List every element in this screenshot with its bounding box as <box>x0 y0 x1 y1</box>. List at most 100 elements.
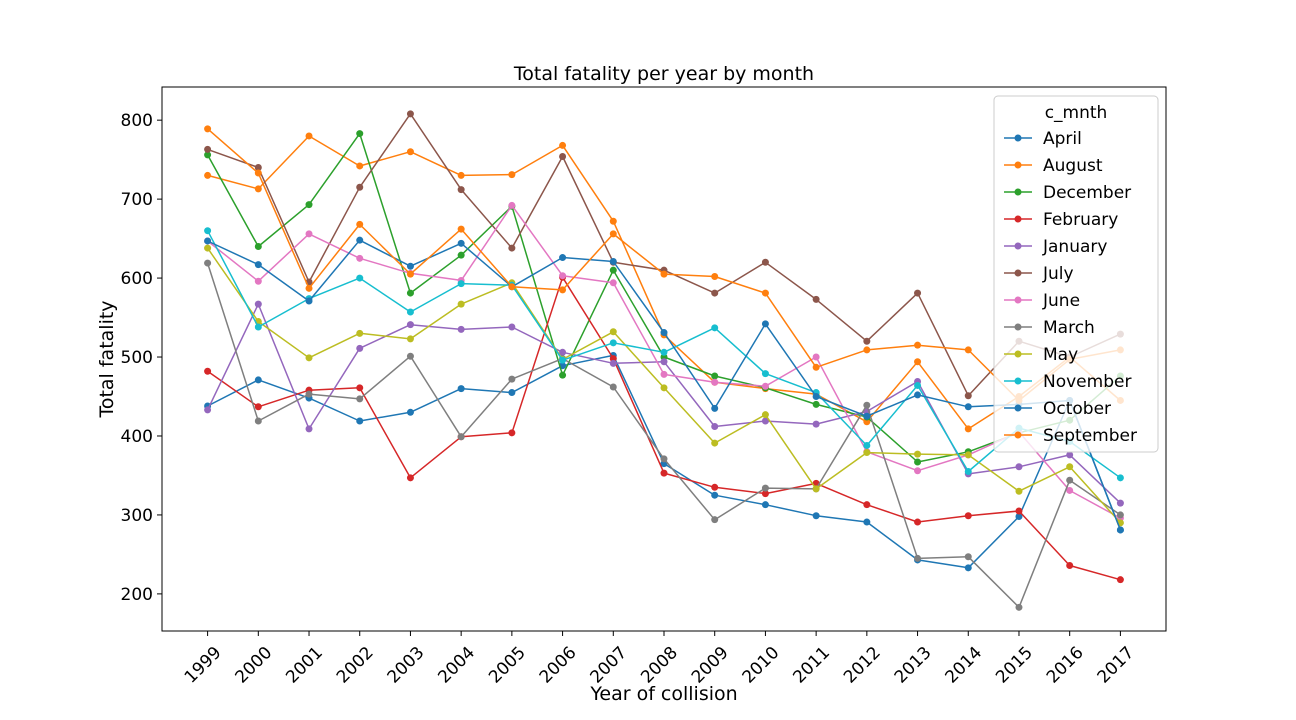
data-point-march <box>305 390 313 398</box>
data-point-april <box>356 417 364 425</box>
data-point-august <box>305 132 313 140</box>
data-point-may <box>1066 463 1074 471</box>
data-point-january <box>1015 463 1023 471</box>
data-point-july <box>508 244 516 252</box>
data-point-june <box>711 378 719 386</box>
y-tick-label: 500 <box>121 348 153 368</box>
data-point-july <box>812 295 820 303</box>
data-point-may <box>204 244 212 252</box>
data-point-april <box>812 512 820 520</box>
data-point-march <box>761 484 769 492</box>
data-point-may <box>406 335 414 343</box>
data-point-march <box>508 375 516 383</box>
data-point-august <box>508 171 516 179</box>
legend-item-august: August <box>1004 156 1103 176</box>
data-point-january <box>305 425 313 433</box>
data-point-may <box>964 451 972 459</box>
legend-item-june: June <box>1004 291 1080 311</box>
data-point-january <box>406 321 414 329</box>
legend-marker <box>1014 350 1022 358</box>
data-point-february <box>204 367 212 375</box>
data-point-march <box>711 516 719 524</box>
data-point-august <box>964 425 972 433</box>
data-point-october <box>660 329 668 337</box>
data-point-march <box>863 401 871 409</box>
data-point-september <box>254 169 262 177</box>
data-point-october <box>812 393 820 401</box>
data-point-december <box>559 371 567 379</box>
data-point-march <box>660 455 668 463</box>
data-point-february <box>761 490 769 498</box>
data-point-june <box>660 370 668 378</box>
data-point-december <box>914 458 922 466</box>
data-point-january <box>711 423 719 431</box>
data-point-may <box>660 384 668 392</box>
data-point-august <box>204 171 212 179</box>
data-point-march <box>356 395 364 403</box>
data-point-may <box>457 300 465 308</box>
data-point-july <box>406 110 414 118</box>
data-point-february <box>914 518 922 526</box>
data-point-january <box>609 359 617 367</box>
legend-label: October <box>1043 399 1111 419</box>
data-point-february <box>660 469 668 477</box>
data-point-june <box>609 279 617 287</box>
data-point-october <box>964 403 972 411</box>
data-point-june <box>356 254 364 262</box>
data-point-february <box>711 483 719 491</box>
data-point-april <box>761 501 769 509</box>
y-axis: 200 300 400 500 600 700 800 <box>121 111 162 605</box>
data-point-march <box>204 259 212 267</box>
data-point-march <box>609 383 617 391</box>
data-point-march <box>1066 476 1074 484</box>
series-may <box>204 244 1124 527</box>
data-point-september <box>660 270 668 278</box>
legend-item-july: July <box>1004 264 1074 284</box>
data-point-july <box>204 145 212 153</box>
data-point-february <box>1116 576 1124 584</box>
data-point-november <box>863 441 871 449</box>
data-point-november <box>1116 474 1124 482</box>
data-point-october <box>914 391 922 399</box>
data-point-november <box>914 381 922 389</box>
data-point-january <box>559 348 567 356</box>
data-point-november <box>204 227 212 235</box>
data-point-october <box>356 236 364 244</box>
data-point-july <box>254 164 262 172</box>
data-point-july <box>457 186 465 194</box>
legend-label: April <box>1043 129 1082 149</box>
data-point-october <box>559 254 567 262</box>
data-point-april <box>1015 513 1023 521</box>
data-point-september <box>204 125 212 133</box>
data-point-november <box>964 468 972 476</box>
data-point-september <box>305 284 313 292</box>
y-tick-label: 800 <box>121 111 153 131</box>
data-point-april <box>863 518 871 526</box>
data-point-august <box>254 185 262 193</box>
legend-item-october: October <box>1004 399 1111 419</box>
data-point-june <box>914 467 922 475</box>
legend-marker <box>1014 377 1022 385</box>
data-point-april <box>457 385 465 393</box>
data-point-january <box>812 420 820 428</box>
data-point-october <box>863 412 871 420</box>
series-october <box>204 236 1124 534</box>
data-point-april <box>964 564 972 572</box>
data-point-february <box>406 474 414 482</box>
legend-item-february: February <box>1004 210 1118 230</box>
data-point-june <box>559 272 567 280</box>
data-point-january <box>457 325 465 333</box>
data-point-january <box>356 344 364 352</box>
data-point-november <box>559 356 567 364</box>
data-point-june <box>761 382 769 390</box>
x-axis-label: Year of collision <box>589 683 737 705</box>
legend-marker <box>1014 323 1022 331</box>
legend-label: June <box>1042 291 1080 311</box>
data-point-october <box>457 239 465 247</box>
data-point-december <box>254 242 262 250</box>
data-point-march <box>964 553 972 561</box>
legend-label: September <box>1043 426 1137 446</box>
data-point-january <box>508 323 516 331</box>
y-tick-label: 200 <box>121 585 153 605</box>
data-point-august <box>406 148 414 156</box>
